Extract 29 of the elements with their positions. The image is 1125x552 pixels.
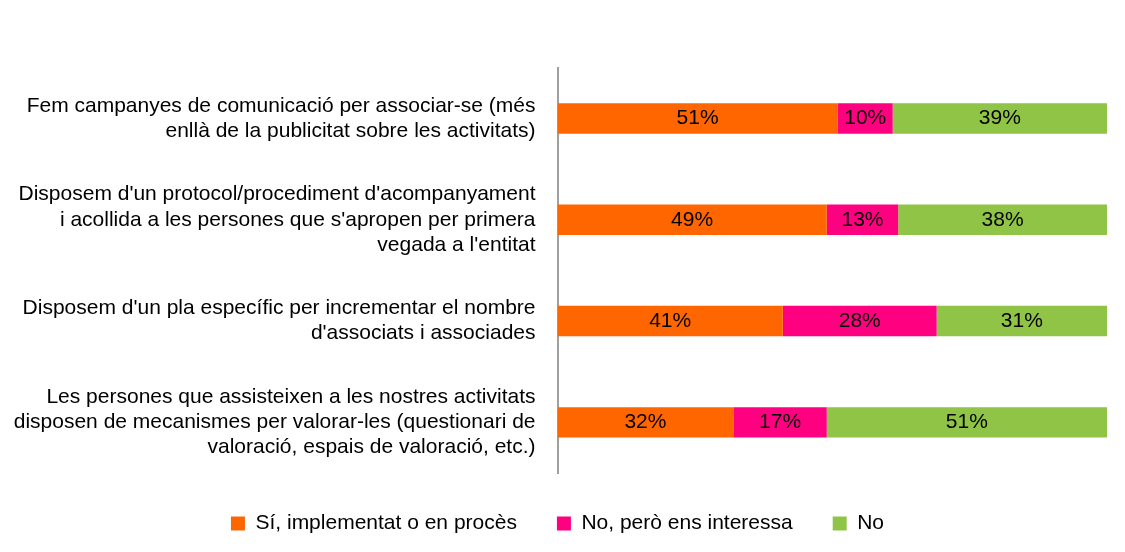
data-label: 10% — [844, 105, 887, 129]
data-label: 49% — [671, 206, 714, 230]
bar — [557, 204, 827, 235]
bar — [557, 305, 783, 337]
data-label: 41% — [649, 307, 692, 331]
y-tick-label: Disposem d'un pla específic per incrementar el nombre d'associats i associades — [22, 295, 536, 344]
y-tick-label: Les persones que assisteixen a les nostres activitats disposen de mecanismes per valorar-les (questionari de valoració, espais de valoració, etc.) — [13, 383, 536, 458]
bar — [892, 103, 1107, 134]
legend-label: Sí, implementat o en procès — [255, 510, 517, 534]
bar — [898, 204, 1107, 235]
bar — [826, 407, 1107, 438]
data-label: 39% — [978, 105, 1021, 129]
bar — [557, 103, 838, 134]
data-label: 31% — [1000, 307, 1043, 331]
data-label: 32% — [624, 409, 667, 433]
legend-label: No — [857, 510, 885, 534]
bar — [733, 407, 827, 438]
bar — [782, 305, 937, 337]
data-label: 38% — [981, 206, 1024, 230]
y-tick-label: Disposem d'un protocol/procediment d'acompanyament i acollida a les persones que s'apropen per primera vegada a l'entitat — [18, 181, 536, 255]
legend-label: No, però ens interessa — [581, 510, 794, 534]
bar — [557, 407, 734, 438]
data-label: 17% — [759, 409, 802, 433]
data-label: 28% — [838, 307, 881, 331]
data-label: 51% — [945, 409, 988, 433]
y-tick-label: Fem campanyes de comunicació per associar-se (més enllà de la publicitat sobre les activitats) — [26, 92, 536, 141]
data-label: 51% — [676, 105, 719, 129]
data-label: 13% — [841, 206, 884, 230]
bar — [936, 305, 1107, 337]
